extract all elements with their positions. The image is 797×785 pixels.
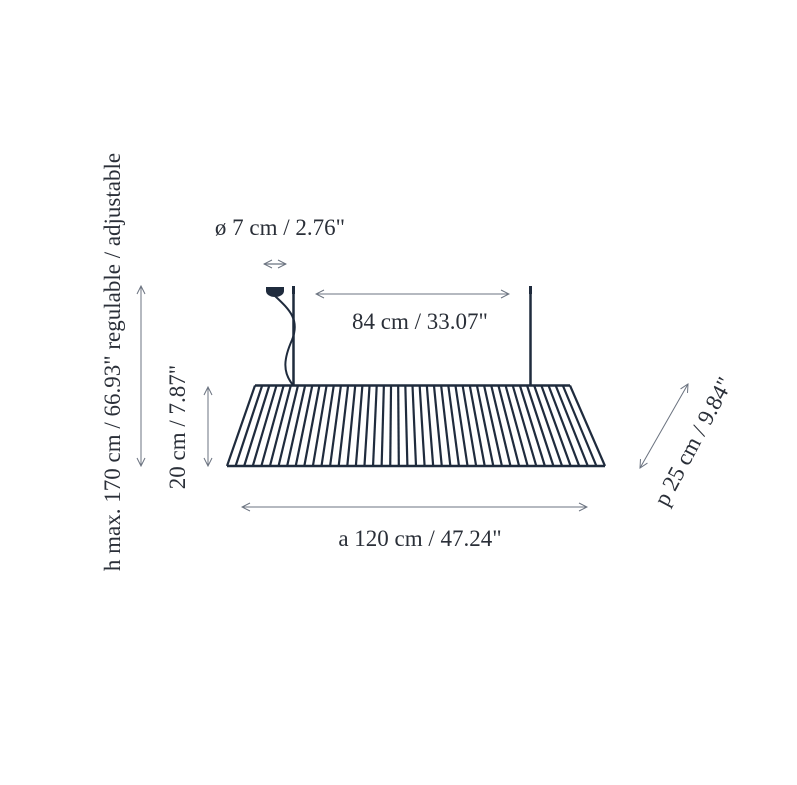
- shade-slat: [475, 385, 495, 467]
- shade-slat: [554, 385, 589, 467]
- shade-slat: [533, 385, 564, 467]
- shade-slat: [468, 385, 486, 467]
- shade-slat: [268, 385, 292, 467]
- shade-slat: [371, 385, 378, 467]
- width-label: a 120 cm / 47.24": [338, 526, 501, 551]
- canopy: [266, 287, 296, 386]
- shade-slat: [526, 385, 555, 467]
- shade-slat: [225, 385, 257, 467]
- shade-slat: [540, 385, 572, 467]
- shade-slat: [346, 385, 357, 467]
- shade-slat: [234, 385, 264, 467]
- shade-slat: [504, 385, 529, 467]
- shade-slat: [547, 385, 581, 467]
- shade-slat: [354, 385, 364, 467]
- shade-slat: [425, 385, 435, 467]
- shade-slat: [389, 385, 393, 467]
- shade-slat: [329, 385, 342, 467]
- max-height-label: h max. 170 cm / 66.93" regulable / adjus…: [100, 153, 125, 571]
- depth-arrow: [640, 384, 688, 468]
- shade-slat: [447, 385, 461, 467]
- shade-slat: [404, 385, 409, 467]
- shade-slat: [490, 385, 512, 467]
- shade-slat: [418, 385, 426, 467]
- shade-slat: [497, 385, 521, 467]
- shade-slat: [337, 385, 350, 467]
- shade-slat: [251, 385, 278, 467]
- shade-slat: [320, 385, 335, 467]
- shade-slat: [461, 385, 478, 467]
- shade-slat: [454, 385, 469, 467]
- shade-slat: [432, 385, 443, 467]
- span-label: 84 cm / 33.07": [352, 309, 488, 334]
- shade-slat: [397, 385, 400, 467]
- shade-slat: [483, 385, 503, 467]
- shade-slat: [260, 385, 285, 467]
- shade-slat: [518, 385, 546, 467]
- shade-slat: [411, 385, 418, 467]
- shade-slat: [294, 385, 314, 467]
- shade-height-label: 20 cm / 7.87": [165, 365, 190, 489]
- shade-slat: [243, 385, 271, 467]
- shade-slat: [286, 385, 307, 467]
- shade-slat: [440, 385, 452, 467]
- shade-slat: [561, 385, 598, 467]
- shade-slat: [363, 385, 371, 467]
- shade-slat: [380, 385, 385, 467]
- suspension-rods: [292, 286, 532, 386]
- shade-slat: [277, 385, 300, 467]
- lamp-shade: [225, 384, 607, 468]
- diameter-label: ø 7 cm / 2.76": [215, 215, 345, 240]
- depth-label: p 25 cm / 9.84": [649, 373, 738, 510]
- shade-slat: [511, 385, 538, 467]
- shade-slat: [568, 385, 607, 467]
- shade-slat: [303, 385, 321, 467]
- shade-slat: [311, 385, 328, 467]
